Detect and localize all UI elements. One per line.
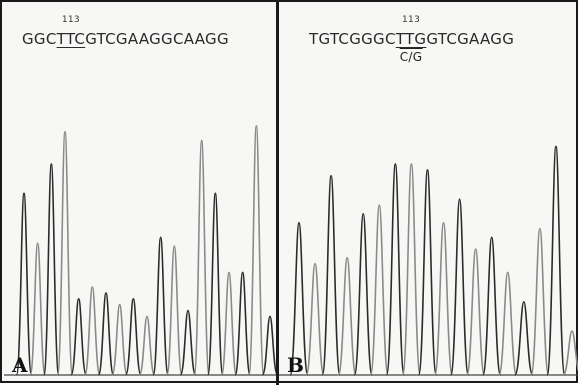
panel-divider xyxy=(276,2,279,385)
trace-peak xyxy=(43,163,60,376)
codon-113-a: TTC 113 xyxy=(56,15,86,48)
codon-113-b: TTG 113 C/G xyxy=(395,15,427,64)
trace-peak xyxy=(401,163,422,376)
position-label-a: 113 xyxy=(61,15,80,25)
variant-label-b: C/G xyxy=(399,48,423,64)
trace-peak xyxy=(152,236,169,376)
position-label-b: 113 xyxy=(402,15,421,25)
sequence-after-a: GTCGAAGGCAAGG xyxy=(85,30,229,48)
chromatogram-trace-a xyxy=(4,125,276,376)
trace-peak xyxy=(15,192,33,376)
trace-peak xyxy=(261,315,276,376)
trace-peak xyxy=(417,169,438,376)
trace-peak xyxy=(546,145,566,376)
trace-peak xyxy=(193,139,210,376)
trace-peak xyxy=(369,204,389,376)
trace-peak xyxy=(56,131,74,376)
panel-b: TGTCGGGCTTG 113 C/G GTCGAAGG B xyxy=(279,2,578,385)
panel-label-a: A xyxy=(12,353,28,377)
sequence-after-b: GTCGAAGG xyxy=(426,30,515,48)
codon-letters-a: TTC xyxy=(56,30,86,48)
sequence-before-a: GGC xyxy=(22,30,57,48)
trace-peak xyxy=(305,262,325,376)
trace-peak xyxy=(466,248,486,376)
trace-peak xyxy=(321,174,341,376)
trace-peak xyxy=(234,271,251,376)
trace-peak xyxy=(166,245,183,376)
trace-peak xyxy=(530,227,550,376)
sequence-before-b: TGTCGGGC xyxy=(309,30,396,48)
trace-peak xyxy=(220,271,238,376)
trace-peak xyxy=(449,198,470,376)
trace-peak xyxy=(207,192,224,376)
sequence-text-a: GGCTTC 113 GTCGAAGGCAAGG xyxy=(22,15,229,48)
panel-label-b: B xyxy=(287,353,304,377)
trace-peak xyxy=(385,163,405,376)
trace-peak xyxy=(289,221,309,376)
trace-peak xyxy=(248,125,265,376)
trace-peak xyxy=(84,286,101,376)
trace-peak xyxy=(97,292,115,376)
trace-peak xyxy=(498,271,518,376)
trace-peak xyxy=(353,213,373,376)
trace-peak xyxy=(70,298,87,376)
trace-peak xyxy=(337,256,357,376)
trace-peak xyxy=(514,300,534,376)
panel-a: GGCTTC 113 GTCGAAGGCAAGG A xyxy=(4,2,276,385)
codon-letters-b: TTG xyxy=(395,30,427,48)
trace-peak xyxy=(562,330,578,376)
trace-peak xyxy=(179,309,197,376)
chromatogram-trace-b xyxy=(279,145,578,376)
trace-peak xyxy=(482,236,502,376)
trace-peak xyxy=(111,303,128,376)
trace-peak xyxy=(138,315,156,376)
sequence-text-b: TGTCGGGCTTG 113 C/G GTCGAAGG xyxy=(309,15,515,64)
trace-peak xyxy=(125,298,142,376)
trace-peak xyxy=(29,242,46,376)
trace-peak xyxy=(433,221,454,376)
